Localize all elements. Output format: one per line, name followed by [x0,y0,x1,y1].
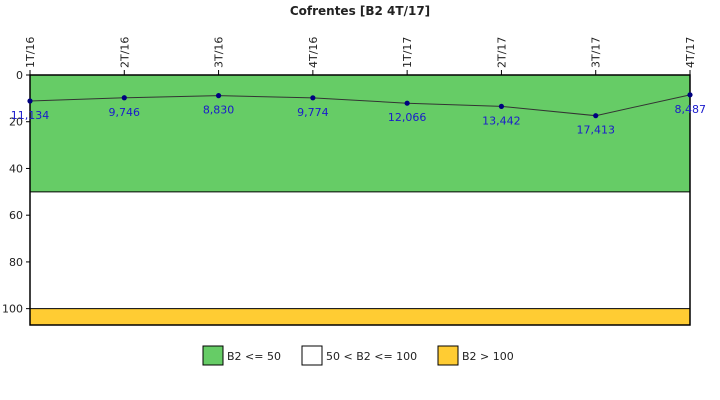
y-tick-label: 60 [9,209,23,222]
y-tick-label: 100 [2,303,23,316]
y-tick-label: 20 [9,116,23,129]
legend-swatch [301,345,323,366]
x-tick-label: 3T/16 [213,37,226,68]
x-tick-label: 1T/17 [401,37,414,68]
series-line [29,94,691,117]
data-point [593,113,599,119]
data-label: 8,487 [675,103,707,116]
data-point [27,98,33,104]
x-tick-label: 1T/16 [24,37,37,68]
data-point [687,92,693,98]
band-1 [30,191,690,309]
legend: B2 <= 50 50 < B2 <= 100 B2 > 100 [202,345,514,366]
x-tick-label: 4T/17 [684,37,697,68]
data-label: 17,413 [576,124,615,137]
data-point [215,93,222,99]
axes: 0 20 40 60 80 100 1T/16 2T/16 3T/16 4T/16 1T/17 2T/… [2,37,697,326]
y-tick-label: 40 [9,162,23,175]
x-tick-label: 4T/16 [307,37,320,68]
band-2 [30,308,690,325]
data-label: 9,746 [109,106,141,119]
chart-title: Cofrentes [B2 4T/17] [290,4,430,18]
legend-swatch [437,345,459,366]
data-label: 13,442 [482,114,521,127]
band-0 [30,75,690,192]
data-point [310,95,316,101]
x-tick-label: 3T/17 [590,37,603,68]
data-point [121,95,127,101]
legend-label: B2 <= 50 [227,350,281,363]
y-tick-label: 0 [16,69,23,82]
threshold-bands [30,75,690,325]
y-tick-label: 80 [9,256,23,269]
data-label: 11,134 [11,109,50,122]
data-labels: 11,134 9,746 8,830 9,774 12,066 13,442 17,413 8… [11,103,706,137]
legend-label: 50 < B2 <= 100 [326,350,417,363]
data-point [404,100,410,106]
x-tick-label: 2T/17 [495,37,508,68]
data-point [498,103,505,110]
data-label: 9,774 [297,106,329,119]
series [27,92,693,119]
data-label: 8,830 [203,104,235,117]
x-tick-label: 2T/16 [118,37,131,68]
data-label: 12,066 [388,111,427,124]
legend-swatch [202,345,224,366]
plot-frame [29,74,691,326]
legend-label: B2 > 100 [462,350,514,363]
